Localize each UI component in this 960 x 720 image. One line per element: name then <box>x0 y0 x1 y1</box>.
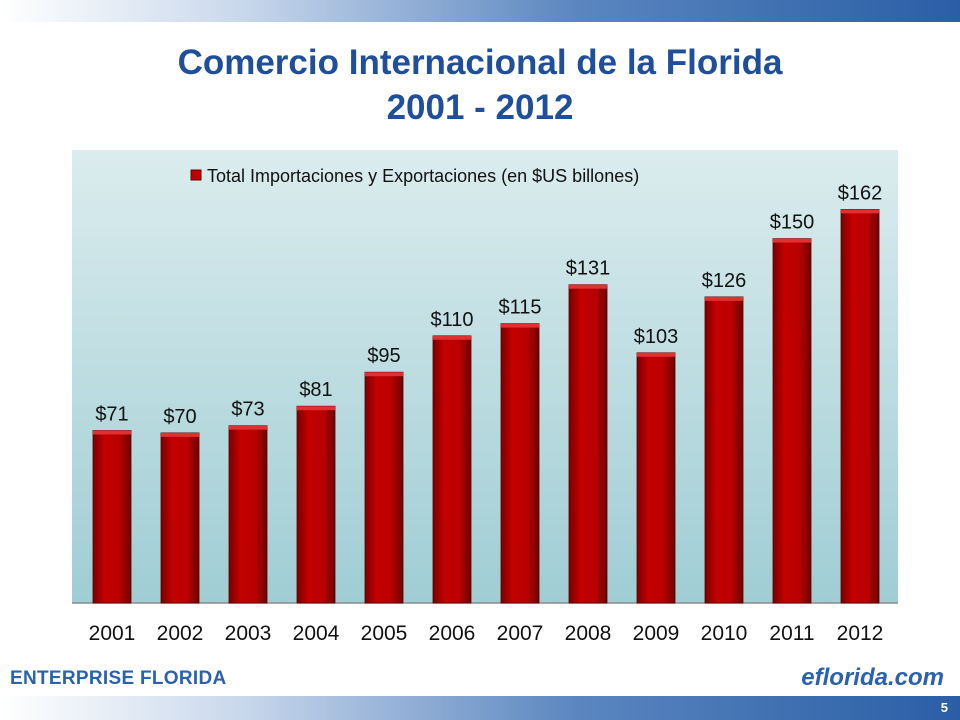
bar-cap-2005 <box>365 372 403 377</box>
x-tick-2002: 2002 <box>157 622 204 645</box>
x-tick-2005: 2005 <box>361 622 408 645</box>
x-tick-2010: 2010 <box>701 622 748 645</box>
bar-2006 <box>432 335 472 604</box>
data-label-2004: $81 <box>299 379 332 401</box>
data-label-2005: $95 <box>367 345 400 367</box>
bar-cap-2011 <box>773 238 811 243</box>
data-label-2010: $126 <box>702 270 747 292</box>
bar-cap-2006 <box>433 335 471 340</box>
bar-2012 <box>840 208 880 604</box>
bar-2003 <box>228 425 268 604</box>
bars-layer: $71 2001 $70 2002 $73 2003 $81 2004 $95 2005 $110 2… <box>89 182 884 645</box>
bar-2004 <box>296 405 336 604</box>
bar-cap-2007 <box>501 323 539 328</box>
bar-2007 <box>500 323 540 604</box>
x-tick-2003: 2003 <box>225 622 272 645</box>
bar-2008 <box>568 284 608 604</box>
title-line-1: Comercio Internacional de la Florida <box>177 43 783 82</box>
footer-brand: ENTERPRISE FLORIDA <box>10 668 227 689</box>
legend-swatch <box>190 169 202 181</box>
bar-2011 <box>772 238 812 604</box>
x-tick-2011: 2011 <box>769 622 814 645</box>
data-label-2008: $131 <box>566 258 611 280</box>
bar-cap-2004 <box>297 406 335 411</box>
page-number: 5 <box>940 700 948 715</box>
slide-title: Comercio Internacional de la Florida 200… <box>0 40 960 130</box>
legend-label: Total Importaciones y Exportaciones (en … <box>207 166 639 186</box>
top-banner <box>0 0 960 22</box>
data-label-2006: $110 <box>430 309 473 331</box>
bar-2005 <box>364 371 404 604</box>
data-label-2007: $115 <box>498 297 541 319</box>
data-label-2012: $162 <box>838 182 883 204</box>
data-label-2009: $103 <box>634 326 679 348</box>
bar-2009 <box>636 352 676 604</box>
bar-cap-2009 <box>637 352 675 357</box>
bar-cap-2012 <box>841 209 879 214</box>
x-tick-2006: 2006 <box>429 622 476 645</box>
bar-cap-2003 <box>229 425 267 430</box>
bar-2001 <box>92 430 132 604</box>
footer-website[interactable]: eflorida.com <box>801 664 944 691</box>
x-tick-2009: 2009 <box>633 622 680 645</box>
x-tick-2008: 2008 <box>565 622 612 645</box>
x-tick-2004: 2004 <box>293 622 340 645</box>
data-label-2003: $73 <box>231 399 264 421</box>
x-tick-2007: 2007 <box>497 622 544 645</box>
title-line-2: 2001 - 2012 <box>386 88 574 127</box>
legend: Total Importaciones y Exportaciones (en … <box>190 166 639 186</box>
bar-cap-2002 <box>161 432 199 437</box>
data-label-2001: $71 <box>95 404 128 426</box>
x-tick-2001: 2001 <box>89 622 136 645</box>
plot-area <box>72 150 898 603</box>
data-label-2002: $70 <box>163 406 196 428</box>
bar-cap-2010 <box>705 296 743 301</box>
bar-2002 <box>160 432 200 604</box>
x-tick-2012: 2012 <box>837 622 884 645</box>
bar-cap-2001 <box>93 430 131 435</box>
bar-cap-2008 <box>569 284 607 289</box>
bottom-banner <box>0 696 960 720</box>
data-label-2011: $150 <box>770 212 815 234</box>
bar-2010 <box>704 296 744 604</box>
